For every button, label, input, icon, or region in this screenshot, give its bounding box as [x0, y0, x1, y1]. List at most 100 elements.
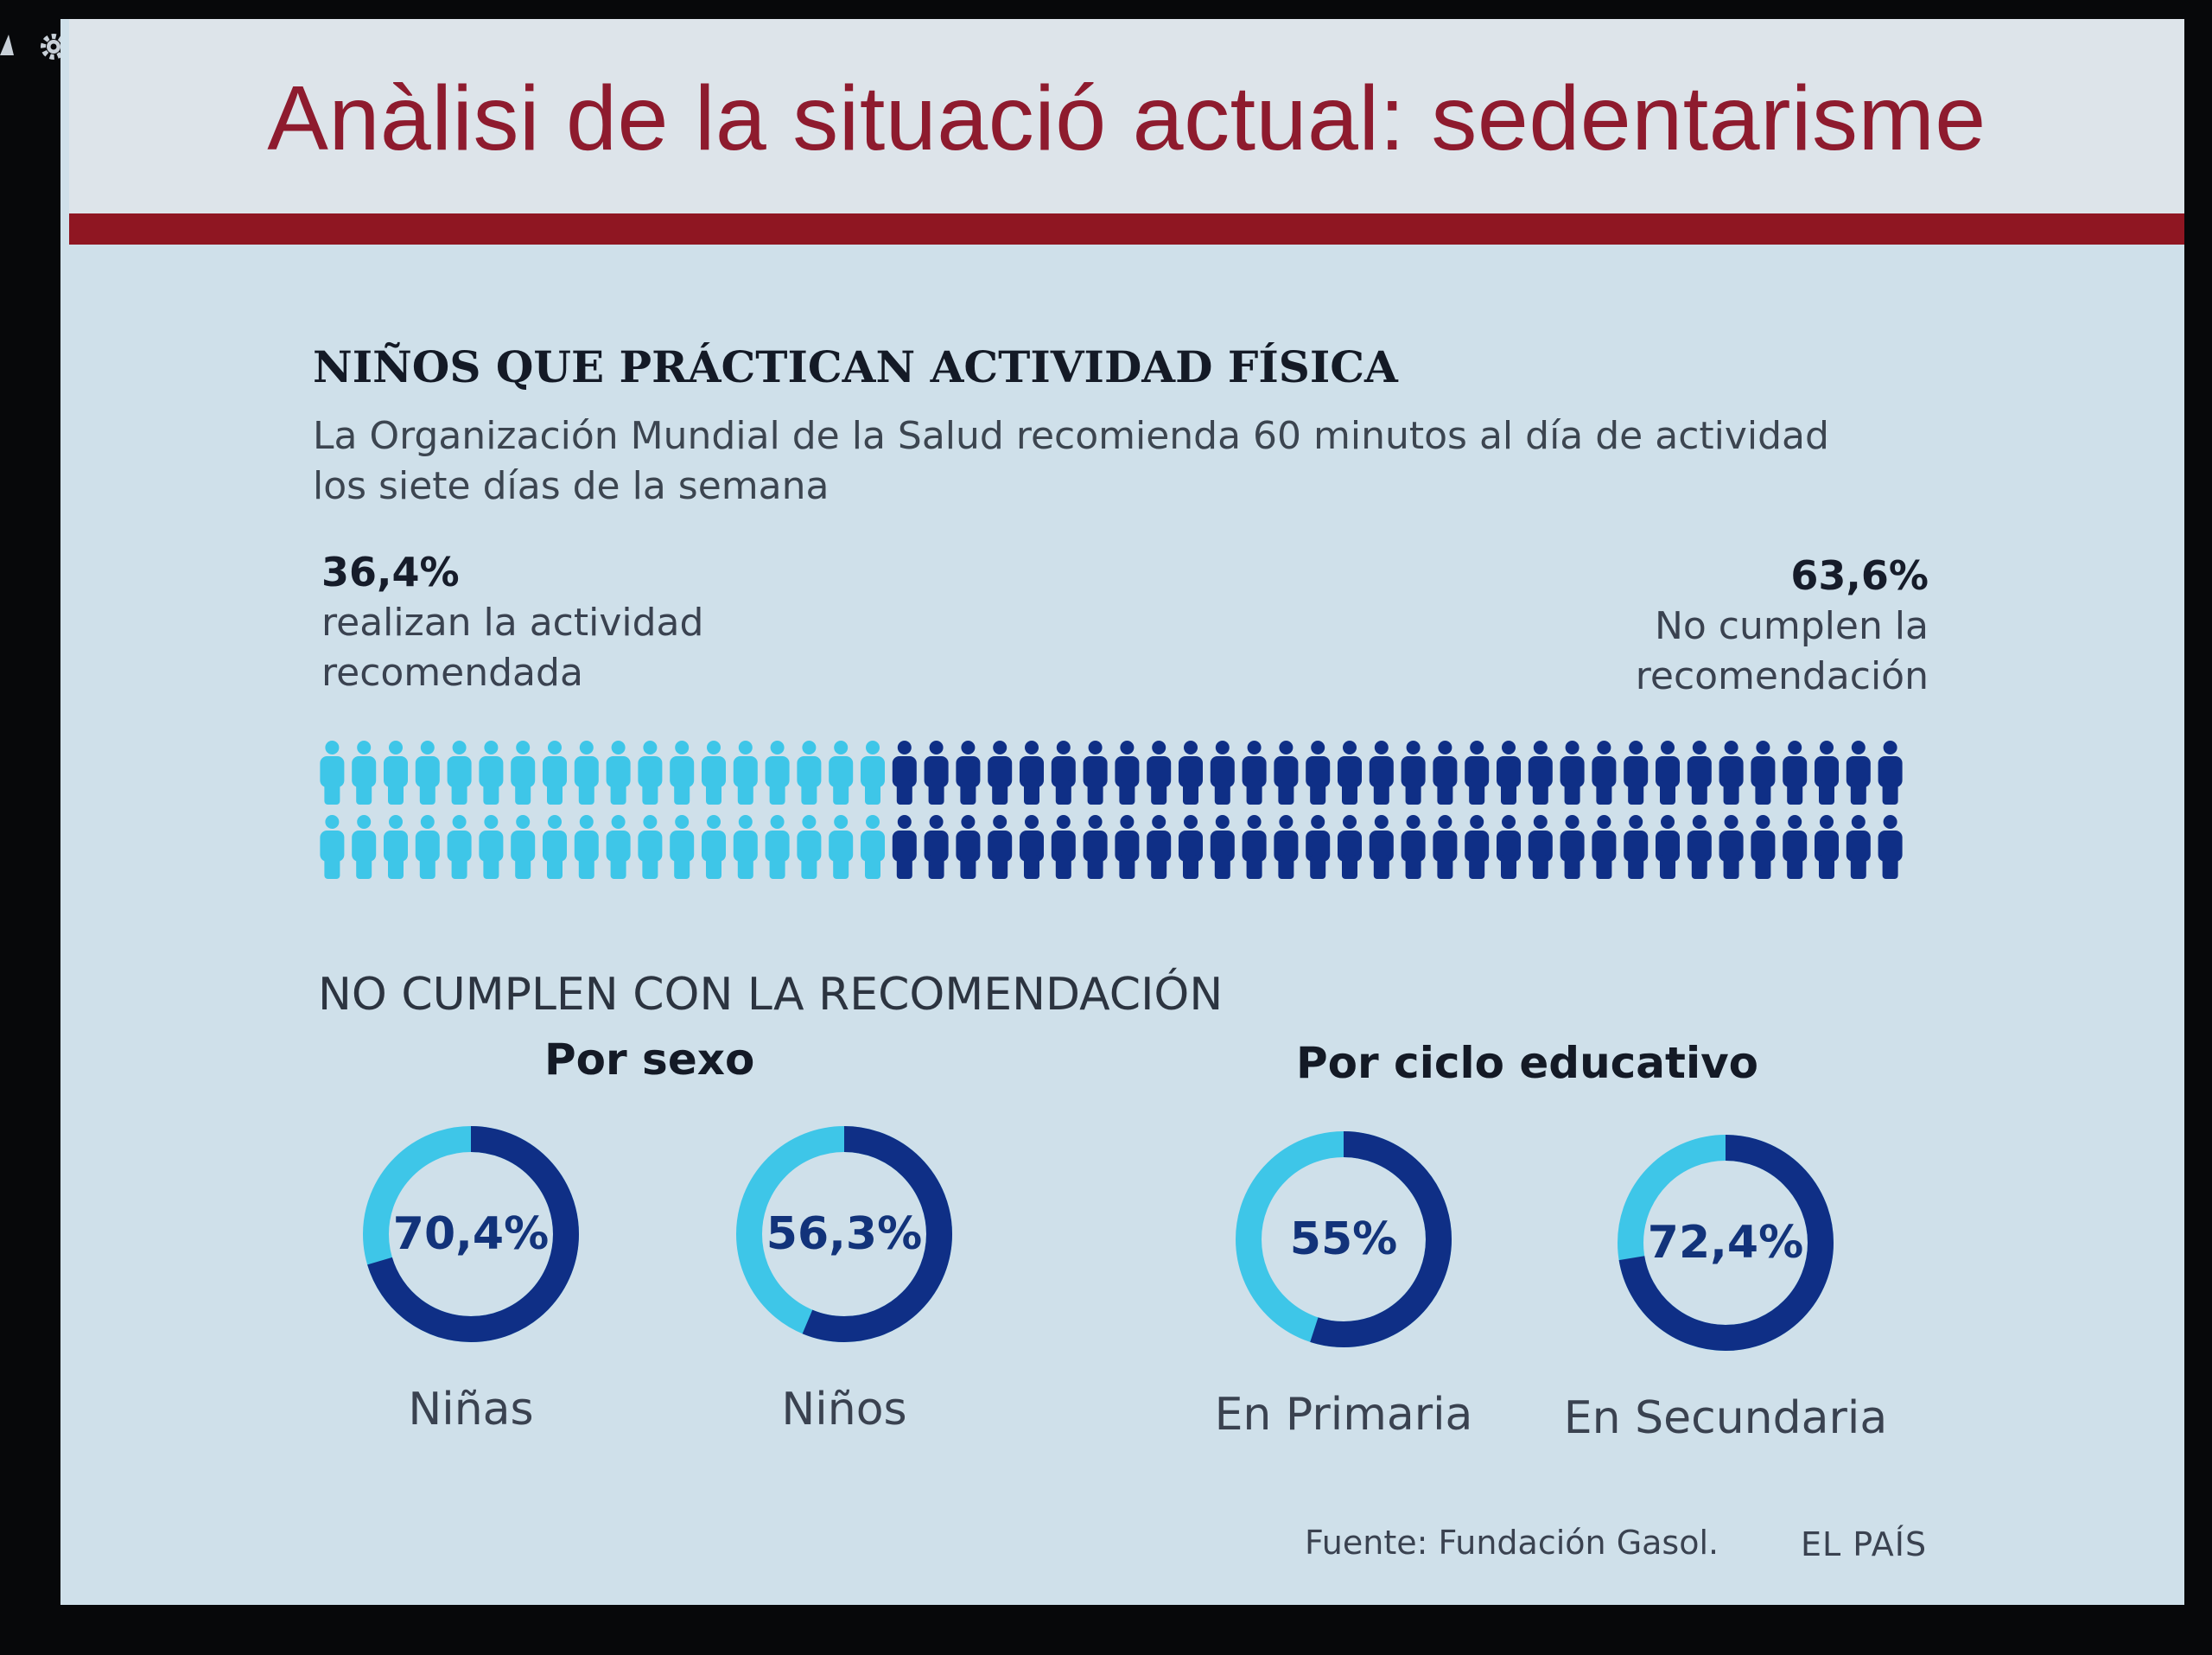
donut-primary-value: 55%: [1289, 1213, 1398, 1265]
title-rule: [69, 213, 2184, 245]
person-icon: [415, 815, 440, 879]
person-icon: [765, 815, 790, 879]
person-icon: [1846, 815, 1871, 879]
person-icon: [1846, 741, 1871, 805]
person-icon: [1242, 741, 1267, 805]
person-icon: [861, 815, 885, 879]
person-icon: [829, 741, 854, 805]
infographic-subtitle-line1: La Organización Mundial de la Salud reco…: [313, 414, 1829, 458]
person-icon: [733, 741, 758, 805]
person-icon: [956, 741, 981, 805]
donut-girls-value: 70,4%: [392, 1208, 550, 1260]
person-icon: [1401, 815, 1426, 879]
person-icon: [1433, 741, 1458, 805]
person-icon: [1878, 815, 1903, 879]
publisher-logo: EL PAÍS: [1801, 1525, 1928, 1563]
person-icon: [606, 815, 631, 879]
person-icon: [1592, 741, 1617, 805]
person-icon: [1274, 815, 1299, 879]
person-icon: [861, 741, 885, 805]
infographic-heading: NIÑOS QUE PRÁCTICAN ACTIVIDAD FÍSICA: [313, 341, 1398, 392]
person-icon: [1179, 741, 1203, 805]
person-icon: [1020, 815, 1044, 879]
donut-value-arc: [363, 1126, 579, 1342]
person-icon: [1147, 741, 1172, 805]
person-icon: [574, 741, 599, 805]
person-icon: [638, 815, 663, 879]
person-icon: [1433, 815, 1458, 879]
person-icon: [1751, 741, 1776, 805]
stat-active-line2: recomendada: [321, 651, 583, 695]
person-icon: [1274, 741, 1299, 805]
source-credit: Fuente: Fundación Gasol.: [1305, 1524, 1719, 1562]
person-icon: [892, 741, 917, 805]
person-icon: [1815, 741, 1839, 805]
donut-value-arc: [736, 1126, 952, 1342]
person-icon: [1815, 815, 1839, 879]
person-icon: [384, 741, 408, 805]
donut-boys: 56,3%: [728, 1117, 961, 1351]
person-icon: [956, 815, 981, 879]
person-icon: [352, 815, 377, 879]
donut-girls-label: Niñas: [408, 1384, 534, 1435]
person-icon: [1465, 815, 1490, 879]
person-icon: [1369, 815, 1394, 879]
section-title: NO CUMPLEN CON LA RECOMENDACIÓN: [318, 969, 1224, 1021]
person-icon: [384, 815, 408, 879]
pictogram-chart: [320, 741, 1903, 879]
slide-title: Anàlisi de la situació actual: sedentari…: [267, 67, 1986, 169]
donut-secondary-value: 72,4%: [1647, 1217, 1804, 1269]
person-icon: [574, 815, 599, 879]
person-icon: [1687, 815, 1712, 879]
person-icon: [543, 815, 567, 879]
person-icon: [988, 815, 1013, 879]
person-icon: [1083, 741, 1108, 805]
person-icon: [1369, 741, 1394, 805]
person-icon: [1401, 741, 1426, 805]
person-icon: [447, 741, 472, 805]
person-icon: [1497, 815, 1521, 879]
person-icon: [415, 741, 440, 805]
infographic-subtitle-line2: los siete días de la semana: [313, 464, 830, 508]
slide-header: Anàlisi de la situació actual: sedentari…: [69, 19, 2184, 213]
person-icon: [511, 741, 536, 805]
stat-inactive-pct: 63,6%: [1790, 552, 1929, 599]
person-icon: [320, 815, 345, 879]
person-icon: [924, 741, 949, 805]
person-icon: [320, 741, 345, 805]
person-icon: [1719, 815, 1744, 879]
person-icon: [1147, 815, 1172, 879]
slide: Anàlisi de la situació actual: sedentari…: [60, 19, 2184, 1605]
person-icon: [765, 741, 790, 805]
person-icon: [1656, 815, 1680, 879]
stat-inactive-line1: No cumplen la: [1654, 604, 1929, 648]
person-icon: [1051, 815, 1076, 879]
gear-icon[interactable]: [38, 31, 69, 62]
arrow-up-icon[interactable]: [0, 31, 17, 57]
donut-value-arc: [1236, 1131, 1452, 1347]
person-icon: [1783, 741, 1808, 805]
group-title-cycle: Por ciclo educativo: [1296, 1038, 1759, 1088]
person-icon: [1083, 815, 1108, 879]
stat-inactive-line2: recomendación: [1635, 654, 1929, 698]
person-icon: [1656, 741, 1680, 805]
person-icon: [638, 741, 663, 805]
person-icon: [733, 815, 758, 879]
person-icon: [670, 741, 695, 805]
donut-primary: 55%: [1227, 1123, 1460, 1356]
person-icon: [1306, 815, 1331, 879]
person-icon: [702, 741, 726, 805]
person-icon: [1560, 741, 1585, 805]
person-icon: [1878, 741, 1903, 805]
person-icon: [1497, 741, 1521, 805]
person-icon: [1210, 815, 1235, 879]
person-icon: [479, 741, 504, 805]
person-icon: [1560, 815, 1585, 879]
donut-secondary: 72,4%: [1609, 1126, 1842, 1359]
donut-secondary-label: En Secundaria: [1563, 1392, 1888, 1444]
donut-value-arc: [1618, 1135, 1834, 1351]
person-icon: [447, 815, 472, 879]
person-icon: [1179, 815, 1203, 879]
donut-boys-value: 56,3%: [766, 1208, 923, 1260]
person-icon: [606, 741, 631, 805]
